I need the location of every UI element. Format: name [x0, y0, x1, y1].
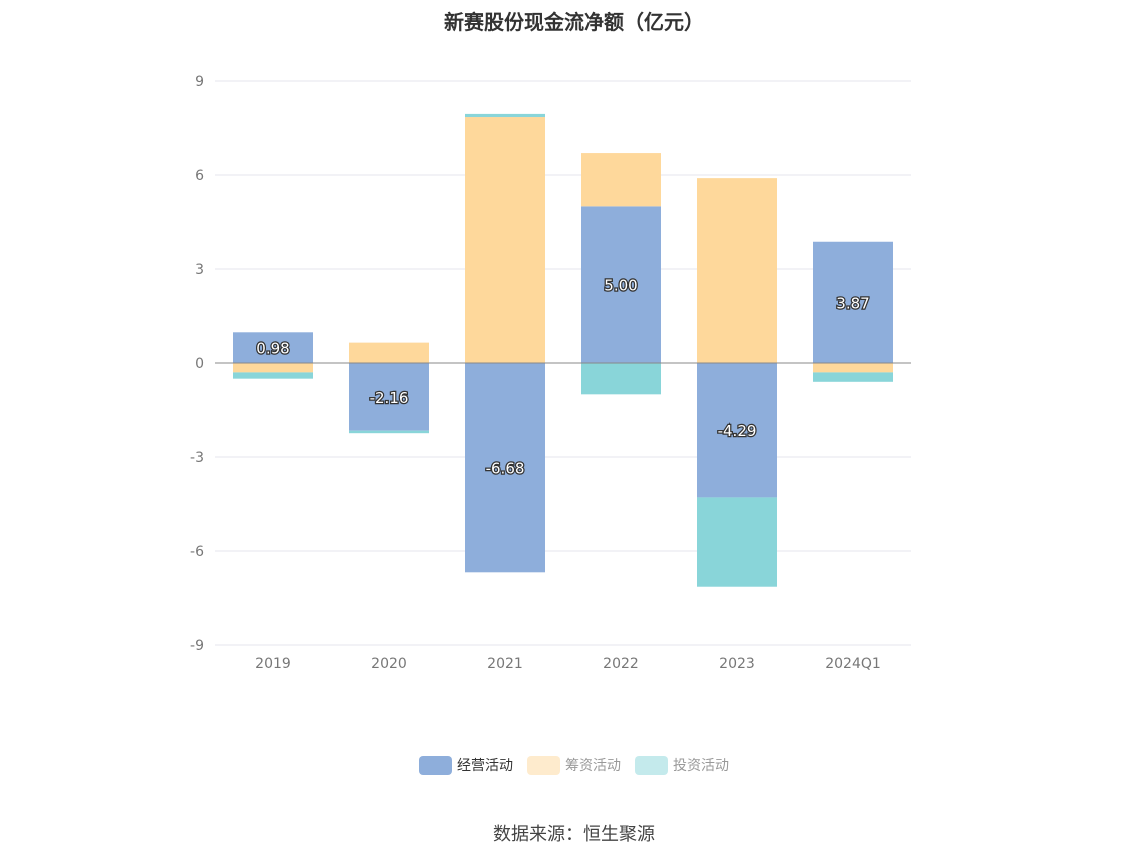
y-tick-label: -9: [190, 638, 204, 654]
data-label: 0.98: [256, 340, 289, 358]
legend-swatch: [635, 755, 668, 775]
data-label: -6.68: [486, 460, 525, 478]
bar-segment[interactable]: [233, 372, 313, 379]
bar-chart: 9 6 3 0 -3 -6 -9 2019 2020 2021 2022 2023 2024Q1 0.…: [190, 74, 911, 672]
bar-segment[interactable]: [233, 332, 313, 363]
bar-segment[interactable]: [697, 178, 777, 363]
bars: [233, 113, 893, 587]
y-tick-label: 3: [195, 262, 204, 278]
x-axis-ticks: 2019 2020 2021 2022 2023 2024Q1: [255, 656, 881, 672]
bar-segment[interactable]: [813, 363, 893, 373]
bar-segment[interactable]: [349, 363, 429, 431]
data-label: 3.87: [836, 294, 869, 312]
legend-swatch: [527, 755, 560, 775]
legend-label: 经营活动: [457, 758, 513, 774]
y-tick-label: -6: [190, 544, 204, 560]
legend-label: 投资活动: [673, 758, 729, 774]
legend: 经营活动 筹资活动 投资活动: [0, 755, 1148, 775]
x-tick-label: 2021: [487, 656, 523, 672]
source-note: 数据来源：恒生聚源: [493, 824, 655, 845]
x-tick-label: 2019: [255, 656, 291, 672]
bar-segment[interactable]: [697, 497, 777, 587]
bar-segment[interactable]: [465, 117, 545, 364]
bar-segment[interactable]: [349, 342, 429, 363]
data-label: -4.29: [718, 422, 757, 440]
bar-segment[interactable]: [813, 241, 893, 363]
y-tick-label: -3: [190, 450, 204, 466]
data-labels: 0.98 -2.16 -6.68 5.00 -4.29 3.87: [255, 275, 871, 478]
legend-item[interactable]: 投资活动: [635, 755, 729, 775]
legend-item[interactable]: 筹资活动: [527, 755, 621, 775]
chart-title: 新赛股份现金流净额（亿元）: [444, 10, 704, 34]
gridlines: [215, 80, 911, 646]
legend-item[interactable]: 经营活动: [419, 755, 513, 775]
y-axis-ticks: 9 6 3 0 -3 -6 -9: [190, 74, 204, 654]
bar-segment[interactable]: [581, 363, 661, 395]
bar-segment[interactable]: [813, 372, 893, 382]
y-tick-label: 9: [195, 74, 204, 90]
bar-segment[interactable]: [465, 113, 545, 118]
bar-segment[interactable]: [697, 363, 777, 498]
bar-segment[interactable]: [349, 430, 429, 434]
bar-segment[interactable]: [581, 206, 661, 363]
x-tick-label: 2023: [719, 656, 755, 672]
x-tick-label: 2022: [603, 656, 639, 672]
legend-swatch: [419, 755, 452, 775]
bar-segment[interactable]: [233, 363, 313, 373]
data-label: 5.00: [604, 277, 637, 295]
y-tick-label: 0: [195, 356, 204, 372]
y-tick-label: 6: [195, 168, 204, 184]
bar-segment[interactable]: [581, 153, 661, 207]
x-tick-label: 2024Q1: [825, 656, 881, 672]
legend-label: 筹资活动: [565, 758, 621, 774]
x-tick-label: 2020: [371, 656, 407, 672]
data-label: -2.16: [370, 389, 409, 407]
bar-segment[interactable]: [465, 363, 545, 573]
